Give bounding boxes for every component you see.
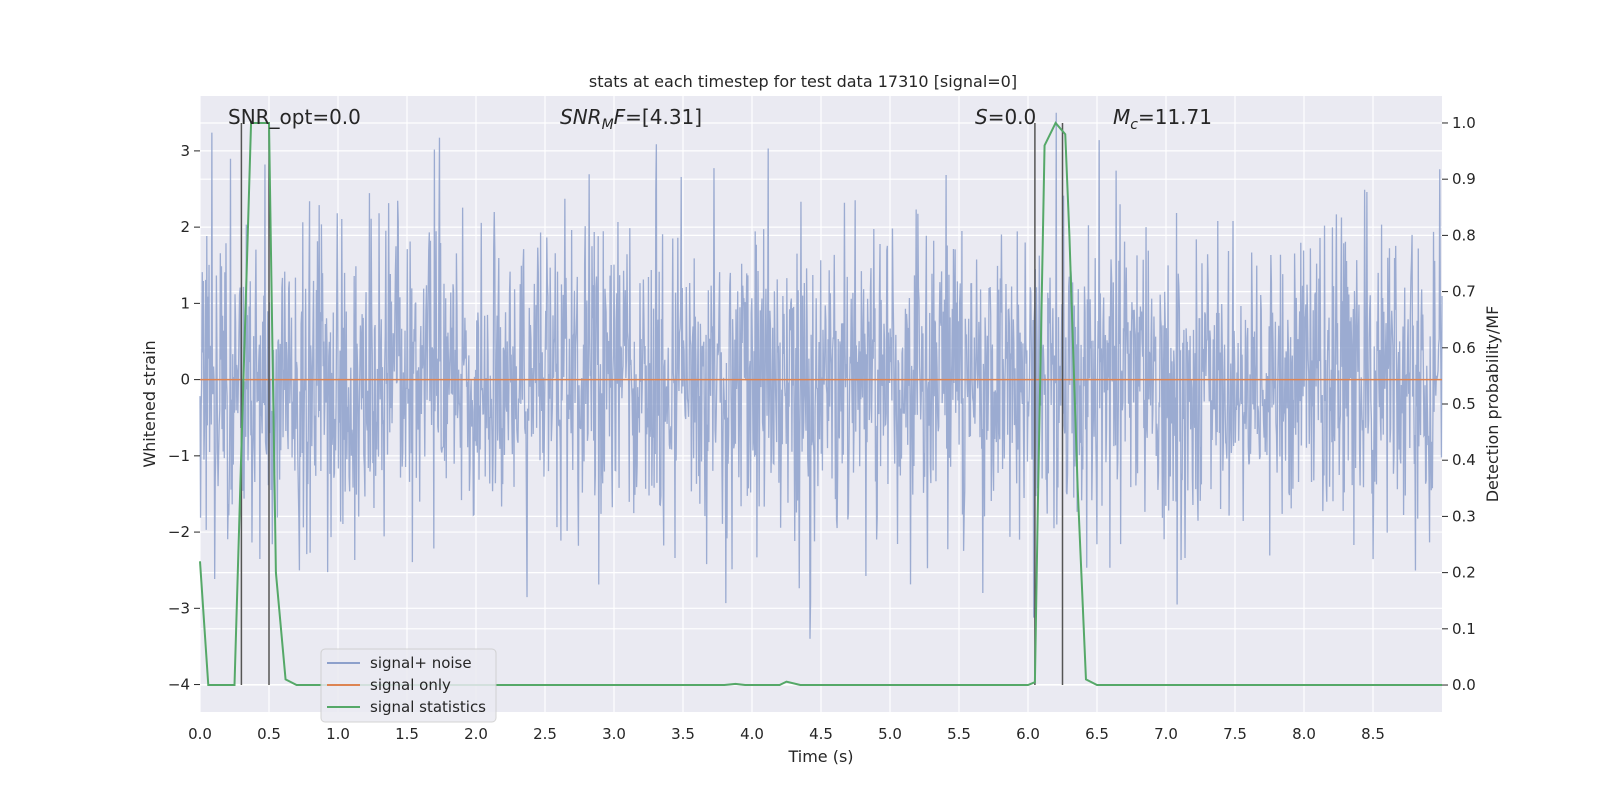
signal-noise-line bbox=[199, 112, 1443, 639]
x-tick-label: 2.5 bbox=[533, 725, 557, 743]
x-tick-label: 7.0 bbox=[1154, 725, 1178, 743]
x-tick-label: 1.5 bbox=[395, 725, 419, 743]
signal-statistics-line bbox=[199, 121, 1442, 687]
y-left-axis-ticks: 3 2 1 0 −1 −2 −3 −4 bbox=[168, 142, 200, 694]
y-left-tick-label: −3 bbox=[168, 599, 190, 617]
x-tick-label: 5.5 bbox=[947, 725, 971, 743]
chart-title: stats at each timestep for test data 173… bbox=[589, 72, 1017, 91]
y-right-axis-ticks: 1.0 0.9 0.8 0.7 0.6 0.5 0.4 0.3 0.2 0.1 0.0 bbox=[1442, 114, 1476, 694]
y-right-tick-label: 0.8 bbox=[1452, 226, 1476, 244]
annotation-s-value: =0.0 bbox=[988, 105, 1037, 129]
y-right-tick-label: 0.1 bbox=[1452, 620, 1476, 638]
x-tick-label: 8.5 bbox=[1361, 725, 1385, 743]
annotation-snr-opt: SNR_opt=0.0 bbox=[228, 105, 361, 129]
y-left-tick-label: 2 bbox=[180, 218, 190, 236]
y-right-tick-label: 0.4 bbox=[1452, 451, 1476, 469]
annotation-snr-mf: SNRMF=[4.31] bbox=[560, 105, 702, 133]
annotation-mc-value: =11.71 bbox=[1138, 105, 1212, 129]
x-tick-label: 3.5 bbox=[671, 725, 695, 743]
y-left-tick-label: −2 bbox=[168, 523, 190, 541]
x-axis-label: Time (s) bbox=[787, 747, 853, 766]
y-left-tick-label: −1 bbox=[168, 447, 190, 465]
y-right-tick-label: 0.9 bbox=[1452, 170, 1476, 188]
annotation-s: S=0.0 bbox=[975, 105, 1036, 129]
x-tick-label: 0.0 bbox=[188, 725, 212, 743]
annotation-snr-mf-value: =[4.31] bbox=[625, 105, 702, 129]
y-left-axis-label: Whitened strain bbox=[140, 340, 159, 467]
y-right-tick-label: 0.0 bbox=[1452, 676, 1476, 694]
x-tick-label: 8.0 bbox=[1292, 725, 1316, 743]
y-right-tick-label: 0.2 bbox=[1452, 564, 1476, 582]
y-left-tick-label: 3 bbox=[180, 142, 190, 160]
y-left-tick-label: 1 bbox=[180, 294, 190, 312]
x-tick-label: 0.5 bbox=[257, 725, 281, 743]
legend-label-signal-noise: signal+ noise bbox=[370, 654, 472, 672]
x-tick-label: 6.5 bbox=[1085, 725, 1109, 743]
annotation-mc: Mc=11.71 bbox=[1113, 105, 1212, 133]
y-left-tick-label: 0 bbox=[180, 371, 190, 389]
x-tick-label: 3.0 bbox=[602, 725, 626, 743]
y-right-tick-label: 1.0 bbox=[1452, 114, 1476, 132]
x-tick-label: 5.0 bbox=[878, 725, 902, 743]
y-right-tick-label: 0.3 bbox=[1452, 507, 1476, 525]
x-tick-label: 4.0 bbox=[740, 725, 764, 743]
y-right-tick-label: 0.7 bbox=[1452, 283, 1476, 301]
y-right-axis-label: Detection probability/MF bbox=[1483, 306, 1502, 503]
legend-label-signal-statistics: signal statistics bbox=[370, 698, 486, 716]
x-axis-ticks: 0.0 0.5 1.0 1.5 2.0 2.5 3.0 3.5 4.0 4.5 5.0 5.5 6.0 6… bbox=[188, 725, 1385, 743]
vertical-markers bbox=[240, 122, 1064, 686]
x-tick-label: 4.5 bbox=[809, 725, 833, 743]
x-tick-label: 2.0 bbox=[464, 725, 488, 743]
signal-noise-series bbox=[199, 112, 1443, 639]
y-right-tick-label: 0.6 bbox=[1452, 339, 1476, 357]
x-tick-label: 1.0 bbox=[326, 725, 350, 743]
signal-statistics-series bbox=[199, 121, 1442, 687]
legend-label-signal-only: signal only bbox=[370, 676, 451, 694]
legend: signal+ noise signal only signal statist… bbox=[320, 648, 497, 723]
x-tick-label: 7.5 bbox=[1223, 725, 1247, 743]
legend-box bbox=[320, 648, 497, 723]
y-right-tick-label: 0.5 bbox=[1452, 395, 1476, 413]
y-left-tick-label: −4 bbox=[168, 676, 190, 694]
x-tick-label: 6.0 bbox=[1016, 725, 1040, 743]
